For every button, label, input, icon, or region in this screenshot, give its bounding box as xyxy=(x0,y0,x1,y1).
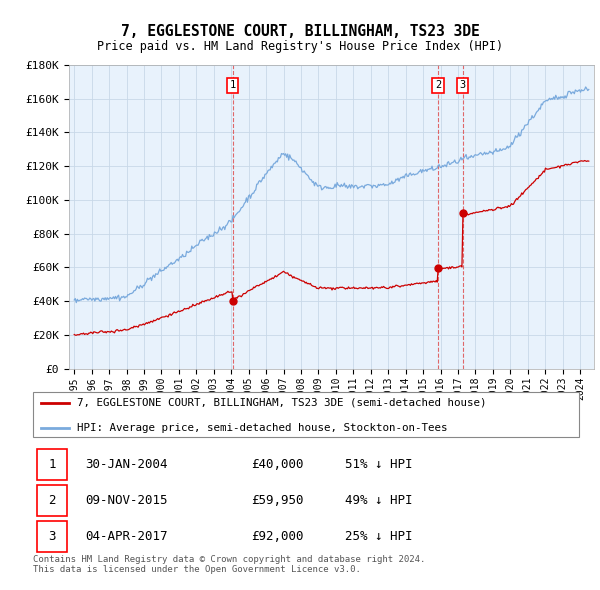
Text: 7, EGGLESTONE COURT, BILLINGHAM, TS23 3DE (semi-detached house): 7, EGGLESTONE COURT, BILLINGHAM, TS23 3D… xyxy=(77,398,487,408)
FancyBboxPatch shape xyxy=(33,392,579,437)
Text: 2: 2 xyxy=(435,80,441,90)
Text: £92,000: £92,000 xyxy=(251,530,304,543)
Text: Price paid vs. HM Land Registry's House Price Index (HPI): Price paid vs. HM Land Registry's House … xyxy=(97,40,503,53)
Text: £59,950: £59,950 xyxy=(251,494,304,507)
Text: 3: 3 xyxy=(48,530,56,543)
Text: 30-JAN-2004: 30-JAN-2004 xyxy=(85,458,168,471)
Text: 09-NOV-2015: 09-NOV-2015 xyxy=(85,494,168,507)
Text: 49% ↓ HPI: 49% ↓ HPI xyxy=(344,494,412,507)
Text: 25% ↓ HPI: 25% ↓ HPI xyxy=(344,530,412,543)
Text: 51% ↓ HPI: 51% ↓ HPI xyxy=(344,458,412,471)
Text: 7, EGGLESTONE COURT, BILLINGHAM, TS23 3DE: 7, EGGLESTONE COURT, BILLINGHAM, TS23 3D… xyxy=(121,24,479,38)
Text: 1: 1 xyxy=(229,80,236,90)
Text: HPI: Average price, semi-detached house, Stockton-on-Tees: HPI: Average price, semi-detached house,… xyxy=(77,423,448,433)
Text: 04-APR-2017: 04-APR-2017 xyxy=(85,530,168,543)
Text: 1: 1 xyxy=(48,458,56,471)
FancyBboxPatch shape xyxy=(37,485,67,516)
Text: £40,000: £40,000 xyxy=(251,458,304,471)
FancyBboxPatch shape xyxy=(37,521,67,552)
FancyBboxPatch shape xyxy=(37,449,67,480)
Text: Contains HM Land Registry data © Crown copyright and database right 2024.
This d: Contains HM Land Registry data © Crown c… xyxy=(33,555,425,574)
Text: 3: 3 xyxy=(460,80,466,90)
Text: 2: 2 xyxy=(48,494,56,507)
